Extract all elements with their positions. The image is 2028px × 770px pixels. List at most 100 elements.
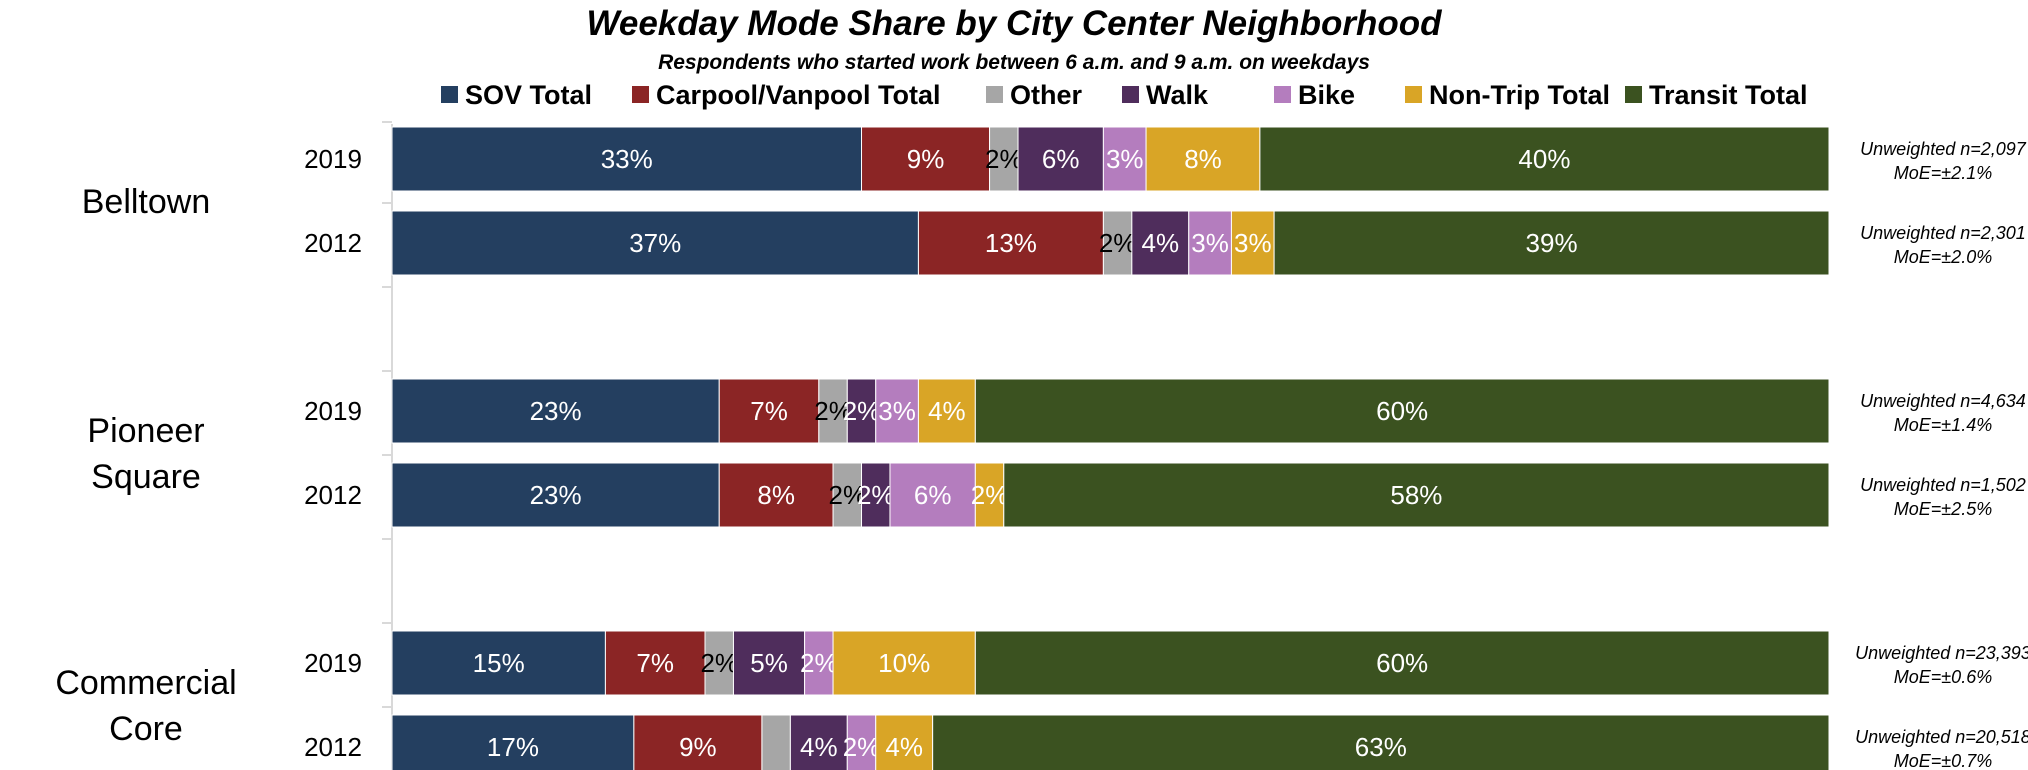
bar-row: 2019 15% 7% 2% 5% 2% 10% 60% Unweighted n=23,393…	[304, 630, 2028, 696]
chart-subtitle: Respondents who started work between 6 a…	[658, 51, 1370, 74]
bar-segment	[391, 462, 720, 528]
data-label: 60%	[1376, 396, 1428, 426]
bar-segment	[1102, 210, 1133, 276]
bar-segment	[875, 714, 934, 770]
sample-note: Unweighted n=20,518	[1855, 727, 2028, 747]
data-label: 3%	[1191, 228, 1229, 258]
bar-row: 2019 23% 7% 2%2%3% 4% 60% Unweighted n=4,634Mo…	[304, 378, 2026, 444]
data-label: 9%	[907, 144, 945, 174]
data-label: 4%	[800, 732, 838, 762]
bar-segment	[718, 378, 820, 444]
bar-segment	[932, 714, 1830, 770]
sample-note: Unweighted n=4,634	[1860, 391, 2026, 411]
data-label: 2%	[843, 732, 881, 762]
bar-segment	[1102, 126, 1147, 192]
bar-groups: Belltown 2019 33% 9% 2% 6% 3% 8% 40% Unweighted n…	[55, 126, 2028, 770]
chart-title: Weekday Mode Share by City Center Neighb…	[586, 4, 1442, 43]
data-label: 17%	[487, 732, 539, 762]
bar-segment	[391, 630, 606, 696]
bar-segment	[917, 378, 976, 444]
data-label: 2%	[1099, 228, 1137, 258]
bar-segment	[832, 462, 863, 528]
bar-row: 2012 23% 8% 2%2% 6% 2% 58% Unweighted n=1,502Mo…	[304, 462, 2026, 528]
legend-item: Walk	[1122, 80, 1209, 110]
neighborhood-label: Commercial	[55, 664, 236, 702]
data-label: 4%	[928, 396, 966, 426]
bar-segment	[974, 630, 1830, 696]
legend-swatch	[1274, 86, 1291, 103]
data-label: 13%	[985, 228, 1037, 258]
data-label: 2%	[857, 480, 895, 510]
legend-label: Non-Trip Total	[1429, 80, 1610, 110]
year-label: 2012	[304, 480, 362, 510]
bar-segment	[1017, 126, 1104, 192]
data-label: 3%	[1106, 144, 1144, 174]
legend-swatch	[441, 86, 458, 103]
data-label: 2%	[800, 648, 838, 678]
bar-segment	[974, 378, 1830, 444]
data-label: 33%	[601, 144, 653, 174]
bar-segment	[846, 378, 877, 444]
sample-note: Unweighted n=1,502	[1860, 475, 2026, 495]
bar-segment	[974, 462, 1005, 528]
data-label: 63%	[1355, 732, 1407, 762]
legend-label: Carpool/Vanpool Total	[656, 80, 941, 110]
bar-segment	[818, 378, 848, 444]
data-label: 8%	[757, 480, 795, 510]
data-label: 15%	[473, 648, 525, 678]
sample-note: Unweighted n=2,097	[1860, 139, 2027, 159]
legend-swatch	[1122, 86, 1139, 103]
legend-item: Transit Total	[1625, 80, 1808, 110]
data-label: 37%	[629, 228, 681, 258]
data-label: 7%	[636, 648, 674, 678]
data-label: 2%	[814, 396, 852, 426]
data-label: 4%	[885, 732, 923, 762]
year-label: 2019	[304, 396, 362, 426]
bar-segment	[1259, 126, 1830, 192]
legend-swatch	[1405, 86, 1422, 103]
data-label: 23%	[530, 396, 582, 426]
bar-segment	[804, 630, 834, 696]
data-label: 23%	[530, 480, 582, 510]
legend-label: Bike	[1298, 80, 1355, 110]
data-label: 58%	[1390, 480, 1442, 510]
data-label: 7%	[750, 396, 788, 426]
legend-swatch	[632, 86, 649, 103]
axis-ticks	[382, 121, 392, 708]
legend-item: Bike	[1274, 80, 1355, 110]
legend-label: Transit Total	[1649, 80, 1808, 110]
sample-note: MoE=±0.7%	[1894, 751, 1992, 770]
sample-note: MoE=±2.1%	[1894, 163, 1992, 183]
bar-row: 2019 33% 9% 2% 6% 3% 8% 40% Unweighted n=2,097 Mo…	[304, 126, 2027, 192]
bar-segment	[732, 630, 806, 696]
legend: SOV Total Carpool/Vanpool Total Other Walk B…	[441, 80, 1808, 110]
bar-segment	[989, 126, 1019, 192]
legend-item: Non-Trip Total	[1405, 80, 1610, 110]
bar-segment	[761, 714, 791, 770]
sample-note: MoE=±1.4%	[1894, 415, 1992, 435]
data-label: 5%	[750, 648, 788, 678]
data-label: 2%	[971, 480, 1009, 510]
legend-swatch	[986, 86, 1003, 103]
data-label: 40%	[1518, 144, 1570, 174]
bar-segment	[391, 714, 635, 770]
data-label: 3%	[1234, 228, 1272, 258]
bar-segment	[1131, 210, 1190, 276]
year-label: 2019	[304, 144, 362, 174]
data-label: 9%	[679, 732, 717, 762]
legend-label: SOV Total	[465, 80, 592, 110]
data-label: 39%	[1526, 228, 1578, 258]
sample-note: MoE=±2.5%	[1894, 499, 1992, 519]
neighborhood-label: Pioneer	[87, 412, 204, 450]
data-label: 60%	[1376, 648, 1428, 678]
data-label: 2%	[985, 144, 1023, 174]
legend-item: SOV Total	[441, 80, 592, 110]
sample-note: Unweighted n=2,301	[1860, 223, 2026, 243]
bar-segment	[861, 126, 991, 192]
neighborhood-label: Core	[109, 710, 183, 748]
legend-swatch	[1625, 86, 1642, 103]
legend-item: Carpool/Vanpool Total	[632, 80, 941, 110]
bar-segment	[391, 378, 720, 444]
neighborhood-label: Square	[91, 458, 201, 496]
